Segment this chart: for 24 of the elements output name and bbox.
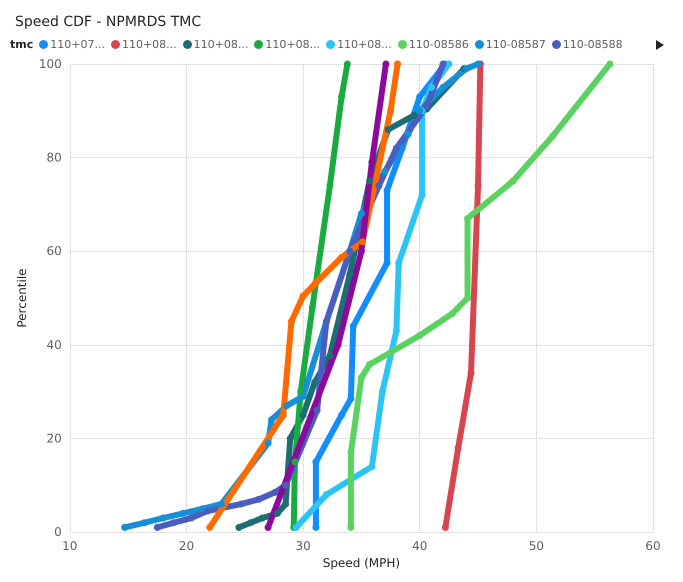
legend-label: 110-08586 xyxy=(408,38,469,51)
x-tick-label: 20 xyxy=(178,539,194,554)
legend-label: 110+08... xyxy=(194,38,248,51)
y-tick-label: 0 xyxy=(54,525,62,540)
legend-label: 110+08... xyxy=(265,38,320,51)
x-axis-title: Speed (MPH) xyxy=(322,556,400,570)
y-tick-label: 100 xyxy=(38,57,62,71)
y-tick-label: 20 xyxy=(46,431,62,446)
y-tick-label: 40 xyxy=(46,338,62,352)
y-axis-title: Percentile xyxy=(15,268,29,328)
y-tick-label: 60 xyxy=(46,244,62,258)
legend-title: tmc xyxy=(10,38,34,51)
legend-label: 110-08588 xyxy=(562,38,623,51)
x-tick-label: 60 xyxy=(645,539,661,554)
legend-label: 110+08... xyxy=(337,38,392,51)
x-tick-label: 10 xyxy=(62,539,78,554)
legend-label: 110+08... xyxy=(122,38,177,51)
x-tick-label: 40 xyxy=(412,539,428,554)
x-tick-label: 50 xyxy=(528,539,544,554)
legend-label: 110+07... xyxy=(50,38,105,51)
chart-title: Speed CDF - NPMRDS TMC xyxy=(15,14,202,30)
legend-label: 110-08587 xyxy=(486,38,546,51)
y-tick-label: 80 xyxy=(46,150,62,165)
x-tick-label: 30 xyxy=(295,539,311,554)
